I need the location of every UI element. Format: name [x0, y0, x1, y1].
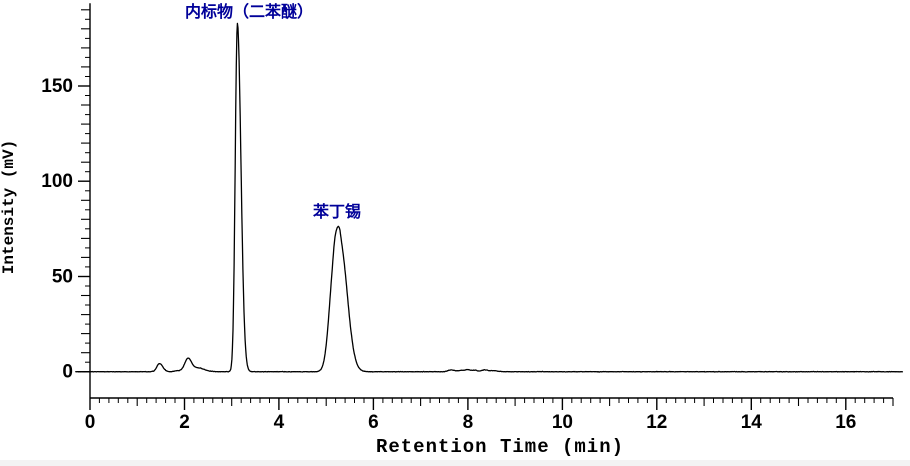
svg-text:100: 100 — [41, 171, 73, 192]
svg-text:0: 0 — [62, 362, 73, 383]
svg-text:14: 14 — [741, 412, 763, 433]
svg-text:0: 0 — [85, 412, 96, 433]
svg-text:2: 2 — [179, 412, 190, 433]
svg-text:50: 50 — [52, 267, 73, 288]
svg-text:Intensity (mV): Intensity (mV) — [0, 140, 18, 274]
svg-text:12: 12 — [646, 412, 667, 433]
svg-text:Retention Time (min): Retention Time (min) — [376, 436, 624, 458]
svg-text:苯丁锡: 苯丁锡 — [312, 202, 361, 221]
svg-text:内标物（二苯醚）: 内标物（二苯醚） — [185, 2, 313, 21]
svg-text:150: 150 — [41, 76, 73, 97]
svg-text:6: 6 — [368, 412, 379, 433]
svg-text:16: 16 — [835, 412, 856, 433]
svg-text:10: 10 — [552, 412, 573, 433]
svg-text:4: 4 — [274, 412, 285, 433]
svg-text:8: 8 — [463, 412, 474, 433]
